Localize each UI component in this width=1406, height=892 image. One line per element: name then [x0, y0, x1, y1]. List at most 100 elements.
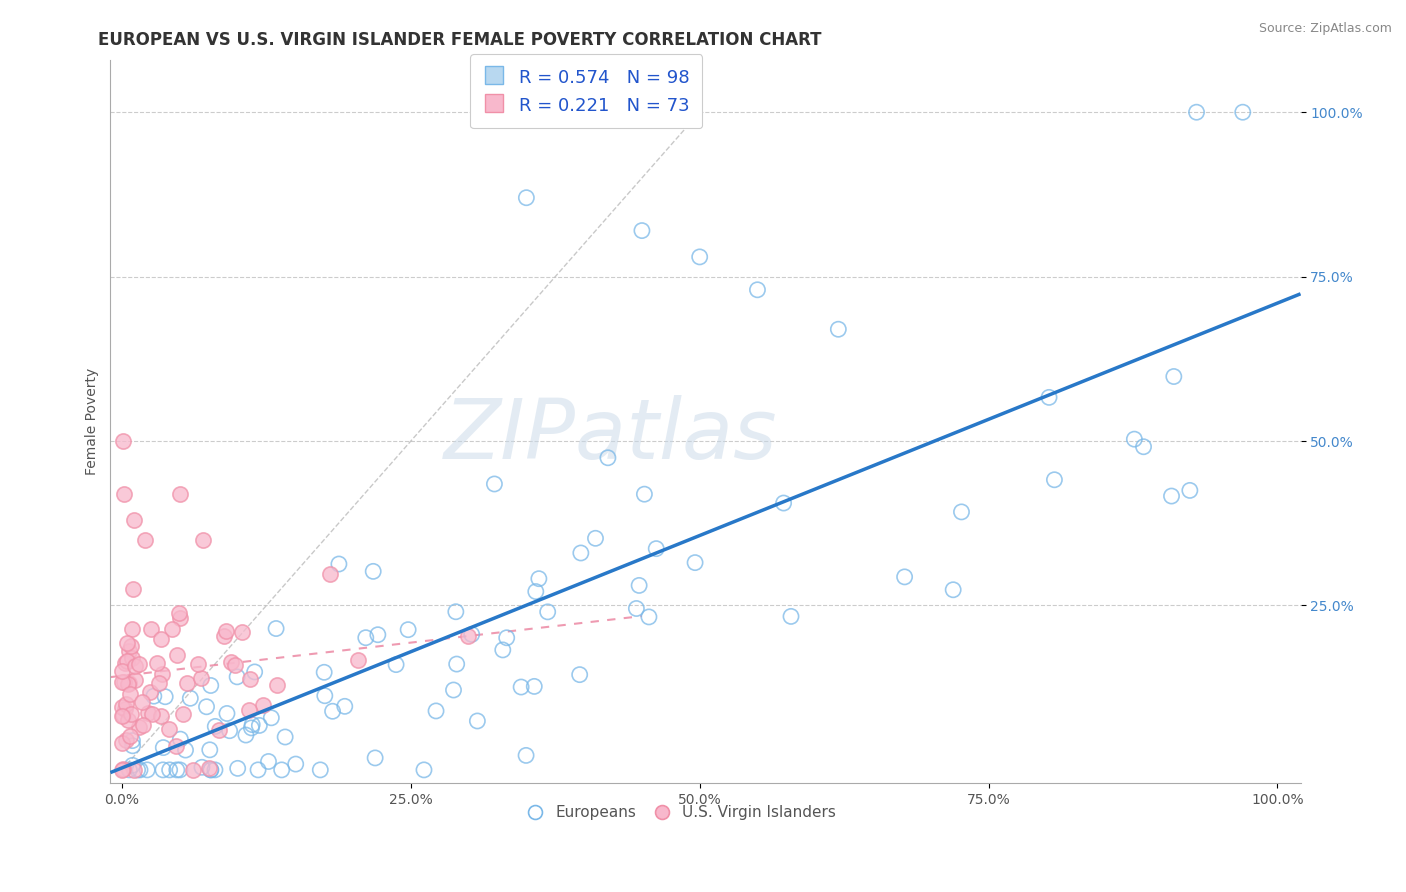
Point: [523, 680, 546, 694]
Point: [122, 513, 145, 527]
Point: [138, 685, 160, 699]
Point: [115, 636, 138, 650]
Point: [772, 496, 794, 510]
Point: [111, 674, 134, 689]
Point: [827, 322, 849, 336]
Point: [132, 717, 155, 731]
Point: [136, 706, 159, 721]
Point: [396, 623, 419, 637]
Point: [204, 763, 226, 777]
Point: [231, 625, 253, 640]
Point: [145, 657, 167, 671]
Point: [524, 584, 547, 599]
Point: [224, 657, 246, 672]
Point: [219, 655, 242, 669]
Point: [121, 622, 143, 636]
Text: ZIPatlas: ZIPatlas: [443, 395, 778, 476]
Point: [118, 643, 141, 657]
Point: [112, 675, 135, 690]
Point: [200, 763, 222, 777]
Point: [121, 651, 143, 665]
Point: [120, 706, 142, 721]
Point: [112, 486, 135, 500]
Point: [150, 632, 173, 647]
Point: [200, 678, 222, 692]
Point: [153, 690, 176, 704]
Point: [443, 683, 465, 698]
Point: [747, 283, 769, 297]
Point: [114, 702, 136, 716]
Point: [1132, 440, 1154, 454]
Point: [141, 706, 163, 721]
Point: [142, 689, 165, 703]
Point: [166, 763, 188, 777]
Point: [1038, 390, 1060, 404]
Point: [689, 250, 711, 264]
Point: [115, 733, 138, 747]
Point: [114, 656, 136, 670]
Point: [264, 622, 287, 636]
Point: [111, 664, 134, 678]
Point: [314, 689, 336, 703]
Point: [152, 740, 174, 755]
Point: [322, 704, 344, 718]
Point: [204, 719, 226, 733]
Point: [1163, 369, 1185, 384]
Point: [333, 699, 356, 714]
Point: [364, 751, 387, 765]
Point: [115, 654, 138, 668]
Point: [218, 723, 240, 738]
Point: [181, 763, 204, 777]
Point: [111, 763, 134, 777]
Point: [118, 763, 141, 777]
Point: [893, 570, 915, 584]
Point: [942, 582, 965, 597]
Point: [1043, 473, 1066, 487]
Point: [780, 609, 803, 624]
Point: [247, 718, 270, 732]
Point: [515, 748, 537, 763]
Point: [460, 627, 482, 641]
Point: [174, 743, 197, 757]
Point: [191, 533, 214, 547]
Point: [179, 691, 201, 706]
Point: [484, 477, 506, 491]
Point: [165, 739, 187, 753]
Point: [131, 695, 153, 709]
Point: [172, 707, 194, 722]
Point: [167, 606, 190, 620]
Point: [198, 743, 221, 757]
Point: [124, 659, 146, 673]
Point: [467, 714, 489, 728]
Point: [239, 672, 262, 686]
Point: [157, 722, 180, 736]
Point: [240, 717, 263, 731]
Point: [226, 761, 249, 775]
Point: [111, 708, 134, 723]
Point: [226, 670, 249, 684]
Point: [425, 704, 447, 718]
Point: [260, 711, 283, 725]
Point: [169, 763, 191, 777]
Point: [413, 763, 436, 777]
Point: [1185, 105, 1208, 120]
Point: [645, 541, 668, 556]
Point: [118, 676, 141, 690]
Point: [527, 572, 550, 586]
Point: [120, 687, 142, 701]
Point: [129, 763, 152, 777]
Point: [247, 763, 270, 777]
Text: EUROPEAN VS U.S. VIRGIN ISLANDER FEMALE POVERTY CORRELATION CHART: EUROPEAN VS U.S. VIRGIN ISLANDER FEMALE …: [98, 31, 823, 49]
Point: [361, 565, 384, 579]
Point: [1232, 105, 1254, 120]
Point: [309, 763, 332, 777]
Point: [169, 732, 191, 747]
Point: [510, 680, 533, 694]
Point: [1160, 489, 1182, 503]
Point: [495, 631, 517, 645]
Point: [628, 578, 651, 592]
Point: [127, 763, 149, 777]
Point: [568, 667, 591, 681]
Point: [121, 733, 143, 747]
Point: [585, 531, 607, 545]
